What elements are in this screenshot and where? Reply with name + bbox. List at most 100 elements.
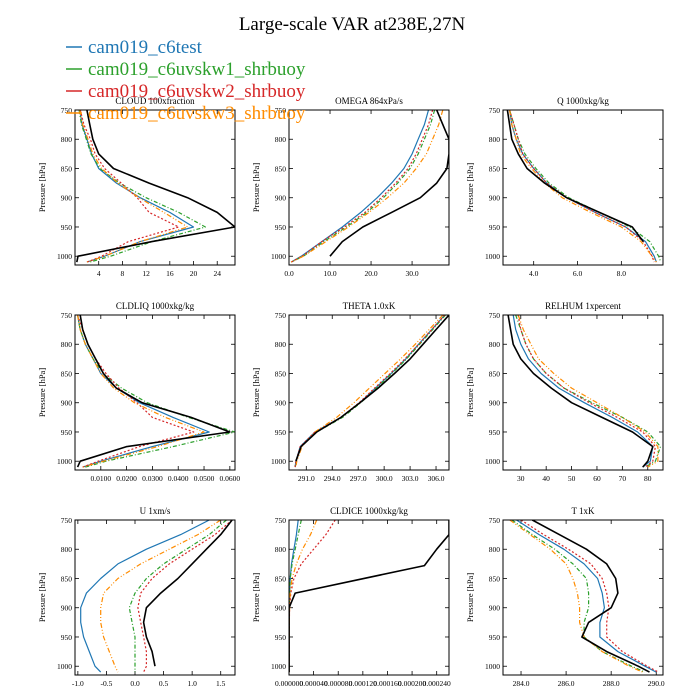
legend-label-3: cam019_c6uvskw2_shrbuoy bbox=[88, 81, 306, 102]
x-tick-label: 0.000200 bbox=[398, 679, 426, 688]
x-tick-label: 297.0 bbox=[350, 474, 367, 483]
series-line-5 bbox=[76, 110, 235, 263]
y-tick-label: 900 bbox=[489, 604, 501, 613]
panel-3: Q 1000xkg/kg Pressure [hPa] 750 800 850 900 95… bbox=[465, 96, 664, 278]
y-tick-label: 950 bbox=[275, 428, 287, 437]
y-axis-label: Pressure [hPa] bbox=[465, 163, 475, 213]
y-axis-label: Pressure [hPa] bbox=[37, 368, 47, 418]
series-line-4 bbox=[509, 110, 657, 263]
legend-label-2: cam019_c6uvskw1_shrbuoy bbox=[88, 59, 306, 80]
panel-title: CLOUD 100xfraction bbox=[115, 96, 195, 106]
legend-item-1: cam019_c6test bbox=[66, 37, 203, 58]
x-tick-label: 4 bbox=[97, 269, 101, 278]
panel-title: RELHUM 1xpercent bbox=[545, 301, 621, 311]
y-tick-label: 850 bbox=[275, 574, 287, 583]
x-tick-label: 290.0 bbox=[648, 679, 665, 688]
x-tick-label: 40 bbox=[542, 474, 550, 483]
x-tick-label: 286.0 bbox=[558, 679, 575, 688]
series-line-2 bbox=[509, 110, 662, 263]
panel-9: T 1xK Pressure [hPa] 750 800 850 900 950 1000 28… bbox=[465, 506, 665, 688]
plot-frame bbox=[502, 109, 664, 266]
y-tick-label: 850 bbox=[61, 574, 73, 583]
panel-2: OMEGA 864xPa/s Pressure [hPa] 750 800 850 900… bbox=[251, 96, 450, 278]
series-line-2 bbox=[515, 315, 662, 468]
series-group bbox=[294, 315, 449, 468]
y-tick-label: 750 bbox=[489, 516, 501, 525]
y-tick-label: 750 bbox=[61, 516, 73, 525]
x-tick-label: 303.0 bbox=[402, 474, 419, 483]
x-tick-label: 0.000040 bbox=[300, 679, 328, 688]
x-tick-label: 0.5 bbox=[159, 679, 169, 688]
legend: cam019_c6test cam019_c6uvskw1_shrbuoy ca… bbox=[66, 37, 306, 124]
legend-item-2: cam019_c6uvskw1_shrbuoy bbox=[66, 59, 306, 80]
x-tick-label: 12 bbox=[142, 269, 150, 278]
panel-8: CLDICE 1000xkg/kg Pressure [hPa] 750 800 850… bbox=[251, 506, 451, 688]
series-group bbox=[76, 110, 235, 263]
y-tick-label: 750 bbox=[61, 106, 73, 115]
y-tick-label: 900 bbox=[61, 194, 73, 203]
series-group bbox=[506, 110, 662, 263]
x-tick-label: 0.0400 bbox=[168, 474, 189, 483]
series-line-4 bbox=[79, 110, 189, 263]
y-tick-label: 750 bbox=[61, 311, 73, 320]
y-axis-label: Pressure [hPa] bbox=[465, 368, 475, 418]
y-tick-label: 1000 bbox=[57, 252, 72, 261]
y-tick-label: 950 bbox=[489, 633, 501, 642]
y-tick-label: 800 bbox=[61, 545, 73, 554]
series-line-4 bbox=[77, 315, 205, 468]
y-tick-label: 1000 bbox=[57, 457, 72, 466]
x-tick-label: 0.0200 bbox=[116, 474, 137, 483]
x-tick-label: 1.0 bbox=[187, 679, 197, 688]
panel-title: OMEGA 864xPa/s bbox=[335, 96, 403, 106]
y-tick-label: 950 bbox=[61, 428, 73, 437]
y-axis-label: Pressure [hPa] bbox=[37, 163, 47, 213]
legend-label-4: cam019_c6uvskw3_shrbuoy bbox=[88, 103, 306, 124]
y-tick-label: 900 bbox=[275, 399, 287, 408]
x-tick-label: -1.0 bbox=[72, 679, 84, 688]
plot-frame bbox=[502, 519, 664, 676]
panel-4: CLDLIQ 1000xkg/kg Pressure [hPa] 750 800 850… bbox=[37, 301, 240, 483]
y-tick-label: 850 bbox=[489, 369, 501, 378]
figure-title: Large-scale VAR at238E,27N bbox=[239, 14, 466, 35]
x-tick-label: 291.0 bbox=[298, 474, 315, 483]
y-tick-label: 800 bbox=[61, 135, 73, 144]
x-tick-label: 0.000120 bbox=[349, 679, 377, 688]
x-tick-label: 0.000000 bbox=[275, 679, 303, 688]
y-tick-label: 950 bbox=[61, 633, 73, 642]
y-tick-label: 950 bbox=[275, 223, 287, 232]
x-tick-label: 1.5 bbox=[216, 679, 226, 688]
y-tick-label: 850 bbox=[489, 574, 501, 583]
y-axis-label: Pressure [hPa] bbox=[37, 573, 47, 623]
x-tick-label: 294.0 bbox=[324, 474, 341, 483]
y-tick-label: 900 bbox=[489, 399, 501, 408]
legend-item-4: cam019_c6uvskw3_shrbuoy bbox=[66, 103, 306, 124]
y-tick-label: 1000 bbox=[485, 662, 500, 671]
series-line-1 bbox=[80, 520, 210, 673]
x-tick-label: 8 bbox=[121, 269, 125, 278]
x-tick-label: 20.0 bbox=[364, 269, 377, 278]
y-tick-label: 800 bbox=[489, 545, 501, 554]
y-tick-label: 900 bbox=[275, 604, 287, 613]
x-tick-label: 0.0600 bbox=[220, 474, 241, 483]
x-tick-label: 30.0 bbox=[406, 269, 419, 278]
y-axis-label: Pressure [hPa] bbox=[251, 368, 261, 418]
y-tick-label: 850 bbox=[275, 164, 287, 173]
panel-7: U 1xm/s Pressure [hPa] 750 800 850 900 950 1000… bbox=[37, 506, 236, 688]
y-tick-label: 800 bbox=[489, 340, 501, 349]
x-tick-label: 0.000080 bbox=[324, 679, 352, 688]
y-axis-label: Pressure [hPa] bbox=[465, 573, 475, 623]
y-tick-label: 750 bbox=[489, 311, 501, 320]
series-line-1 bbox=[516, 520, 657, 673]
y-tick-label: 800 bbox=[275, 545, 287, 554]
x-tick-label: 0.0300 bbox=[142, 474, 163, 483]
series-line-5 bbox=[295, 315, 449, 462]
x-tick-label: 284.0 bbox=[513, 679, 530, 688]
plot-frame bbox=[288, 314, 450, 471]
y-tick-label: 1000 bbox=[271, 662, 286, 671]
series-group bbox=[290, 110, 449, 263]
y-tick-label: 900 bbox=[61, 399, 73, 408]
series-line-5 bbox=[76, 315, 231, 468]
x-tick-label: -0.5 bbox=[100, 679, 112, 688]
